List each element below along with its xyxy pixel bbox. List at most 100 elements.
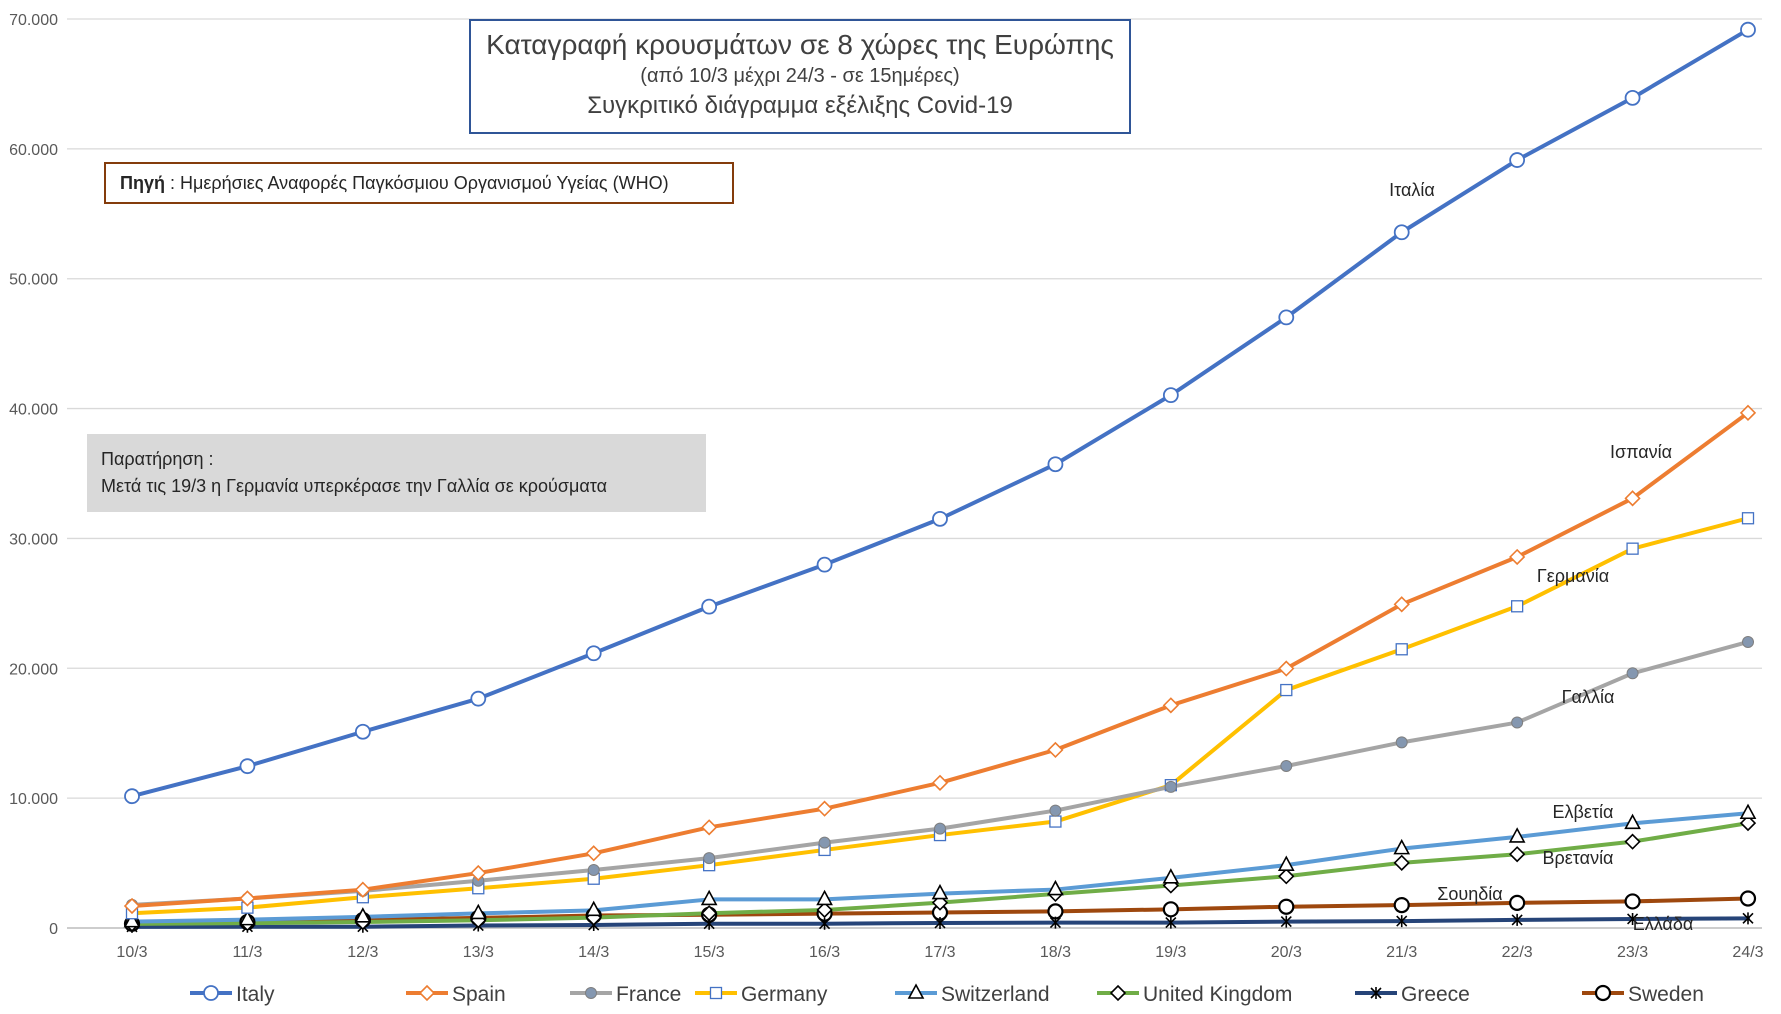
y-tick-label: 10.000 xyxy=(9,791,58,808)
source-label: Πηγή xyxy=(120,173,165,193)
legend-marker xyxy=(1594,984,1612,1002)
note-text: Μετά τις 19/3 η Γερμανία υπερκέρασε την … xyxy=(101,476,608,496)
data-point xyxy=(1741,512,1755,525)
data-point xyxy=(1395,736,1408,749)
y-axis: 0 10.000 20.000 30.000 40.000 50.000 60.000 70.… xyxy=(9,12,58,938)
note-title: Παρατήρηση : xyxy=(101,449,214,469)
legend-label: Italy xyxy=(236,983,275,1006)
y-tick-label: 30.000 xyxy=(9,531,58,548)
data-point xyxy=(816,800,833,817)
legend-marker xyxy=(585,987,597,999)
data-point xyxy=(1511,716,1524,729)
legend-item: Spain xyxy=(406,983,506,1006)
legend-marker xyxy=(418,984,436,1002)
series-label-united-kingdom: Βρετανία xyxy=(1543,848,1614,868)
series-line-italy xyxy=(130,27,1750,799)
data-point xyxy=(1393,596,1410,613)
legend-label: Greece xyxy=(1401,983,1470,1006)
data-point xyxy=(931,774,949,791)
data-point xyxy=(818,836,831,849)
data-point xyxy=(1396,915,1408,928)
x-tick-label: 12/3 xyxy=(347,944,378,961)
data-point xyxy=(587,863,600,876)
data-point xyxy=(1277,855,1295,871)
series-label-switzerland: Ελβετία xyxy=(1553,802,1614,822)
data-point xyxy=(1280,683,1293,697)
legend-marker xyxy=(1109,984,1127,1002)
data-point xyxy=(701,819,718,836)
chart-title: Καταγραφή κρουσμάτων σε 8 χώρες της Ευρώ… xyxy=(486,29,1114,60)
data-point xyxy=(1510,600,1524,613)
data-point xyxy=(585,645,602,662)
data-point xyxy=(1742,912,1754,925)
data-point xyxy=(1049,804,1062,817)
legend-label: United Kingdom xyxy=(1143,983,1292,1006)
data-point xyxy=(932,510,948,527)
source-text: : Ημερήσιες Αναφορές Παγκόσμιου Οργανισμ… xyxy=(165,173,669,193)
x-axis: 10/3 11/3 12/3 13/3 14/3 15/3 16/3 17/3 18/3 19/3… xyxy=(116,944,1763,961)
legend: Italy Spain France Germany Switzerland United… xyxy=(190,983,1704,1006)
legend-marker xyxy=(1370,987,1382,999)
data-point xyxy=(124,788,140,805)
data-point xyxy=(1509,548,1526,566)
data-point xyxy=(585,845,602,862)
data-point xyxy=(1047,879,1064,896)
legend-label: Switzerland xyxy=(941,983,1050,1006)
x-tick-label: 23/3 xyxy=(1617,944,1648,961)
data-point xyxy=(1047,741,1064,759)
data-point xyxy=(1393,224,1410,241)
data-point xyxy=(1165,916,1177,929)
data-point xyxy=(1508,827,1526,843)
legend-item: France xyxy=(570,983,681,1006)
data-point xyxy=(1624,89,1641,106)
data-point xyxy=(819,917,831,930)
data-point xyxy=(934,822,946,835)
legend-label: Sweden xyxy=(1628,983,1704,1006)
data-point xyxy=(469,903,487,920)
data-point xyxy=(239,909,256,926)
data-point xyxy=(1739,404,1757,421)
data-point xyxy=(1278,898,1295,915)
data-point xyxy=(470,864,487,882)
y-tick-label: 60.000 xyxy=(9,142,58,159)
legend-label: Germany xyxy=(741,983,828,1006)
data-point xyxy=(123,897,141,915)
legend-marker xyxy=(203,985,219,1001)
data-point xyxy=(354,907,372,923)
data-point xyxy=(1280,760,1293,773)
data-point xyxy=(1739,814,1757,832)
legend-item: Germany xyxy=(695,983,828,1006)
data-point xyxy=(1278,868,1295,885)
data-point xyxy=(816,889,833,906)
source-box: Πηγή : Ημερήσιες Αναφορές Παγκόσμιου Οργ… xyxy=(104,162,734,204)
legend-label: France xyxy=(616,983,681,1006)
data-point xyxy=(1278,660,1295,677)
data-point xyxy=(1509,152,1526,168)
data-point xyxy=(1627,912,1639,925)
x-tick-label: 10/3 xyxy=(116,944,147,961)
data-point xyxy=(816,901,833,919)
data-point xyxy=(1742,635,1754,648)
gridlines xyxy=(67,18,1762,929)
legend-item: Greece xyxy=(1355,983,1470,1006)
data-point xyxy=(1393,897,1410,914)
data-point xyxy=(1626,667,1639,680)
y-tick-label: 40.000 xyxy=(9,402,58,419)
data-point xyxy=(1739,890,1757,907)
note-box: Παρατήρηση : Μετά τις 19/3 η Γερμανία υπ… xyxy=(87,434,706,512)
data-point xyxy=(1509,846,1526,863)
series-label-france: Γαλλία xyxy=(1562,687,1615,707)
series-label-sweden: Σουηδία xyxy=(1437,884,1502,904)
data-point xyxy=(1049,815,1062,828)
data-point xyxy=(1395,643,1408,656)
series-markers xyxy=(123,21,1757,933)
series-label-italy: Ιταλία xyxy=(1389,180,1435,200)
legend-item: United Kingdom xyxy=(1097,983,1292,1006)
x-tick-label: 22/3 xyxy=(1502,944,1533,961)
x-tick-label: 19/3 xyxy=(1155,944,1186,961)
data-point xyxy=(354,723,371,740)
series-label-spain: Ισπανία xyxy=(1610,442,1672,462)
data-point xyxy=(1162,387,1179,404)
data-point xyxy=(239,758,256,775)
